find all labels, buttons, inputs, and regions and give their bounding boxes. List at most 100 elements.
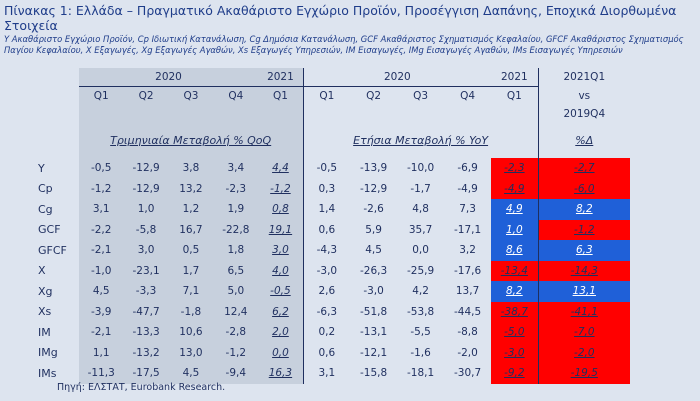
data-cell: 1,0 (491, 219, 539, 240)
yoy-section-label: Ετήσια Μεταβολή % YoY (302, 131, 539, 150)
data-cell: 16,3 (258, 363, 304, 384)
data-cell: -51,8 (360, 305, 388, 318)
data-cell: -2,1 (78, 322, 124, 343)
year-2020-yoy: 2020 (302, 68, 492, 87)
data-cell: 3,1 (78, 199, 124, 220)
quarter-header: Q3 (168, 86, 214, 105)
table-row: X -1,0 -23,1 1,7 6,5 4,0 -3,0 -26,3 -25,9 -17,6 -1… (4, 260, 630, 281)
data-cell: -2,0 (457, 346, 478, 359)
data-cell: -4,9 (457, 182, 478, 195)
data-cell: 4,4 (258, 158, 304, 179)
table-row: Cp -1,2 -12,9 13,2 -2,3 -1,2 0,3 -12,9 -1,7 -4,9-… (4, 178, 630, 199)
row-label: Cg (38, 202, 53, 216)
data-cell: -8,8 (457, 326, 478, 339)
delta-header-bottom: 2019Q4 (537, 105, 630, 123)
data-cell: 8,2 (491, 281, 539, 302)
data-cell: 1,4 (302, 199, 351, 220)
table-row: Cg 3,1 1,0 1,2 1,9 0,8 1,4 -2,6 4,8 7,3 4,9 8,2 (4, 199, 630, 220)
data-cell: -13,9 (360, 162, 388, 175)
data-cell: 16,7 (168, 219, 214, 240)
gdp-table: 2020 2021 2020 2021 2021Q1 Q1 Q2 Q3 Q4 Q… (4, 68, 630, 384)
table-row: Xg 4,5 -3,3 7,1 5,0 -0,5 2,6 -3,0 4,2 13,7 8,2 13,1 (4, 281, 630, 302)
quarter-header: Q1 (302, 86, 351, 105)
data-cell: 3,0 (258, 240, 304, 261)
data-cell: -1,2 (78, 178, 124, 199)
data-cell: -6,0 (537, 178, 630, 199)
data-cell: -44,5 (453, 305, 482, 318)
data-cell: -3,9 (78, 301, 124, 322)
data-cell: -2,3 (491, 158, 539, 179)
data-cell: 0,3 (302, 178, 351, 199)
data-cell: -12,9 (123, 158, 169, 179)
data-cell: -13,1 (360, 326, 388, 339)
data-cell: -22,8 (213, 219, 259, 240)
data-cell: 1,0 (123, 199, 169, 220)
data-cell: 0,0 (412, 244, 429, 257)
data-cell: 0,6 (302, 342, 351, 363)
data-cell: 6,5 (213, 260, 259, 281)
quarter-header: Q1 (78, 86, 124, 105)
data-cell: 4,9 (491, 199, 539, 220)
data-cell: 12,4 (213, 301, 259, 322)
data-cell: -15,8 (360, 367, 388, 380)
data-cell: -19,5 (537, 363, 630, 384)
data-cell: 13,7 (455, 285, 480, 298)
table-row: IMg 1,1 -13,2 13,0 -1,2 0,0 0,6 -12,1 -1,6 -2,0 -3… (4, 342, 630, 363)
data-cell: -25,9 (406, 264, 435, 277)
delta-header-top: 2021Q1 (537, 68, 630, 87)
data-cell: -17,6 (453, 264, 482, 277)
data-cell: 7,1 (168, 281, 214, 302)
data-cell: -41,1 (537, 301, 630, 322)
data-cell: -1,2 (213, 342, 259, 363)
data-cell: -12,9 (123, 178, 169, 199)
data-cell: -3,3 (123, 281, 169, 302)
quarter-header: Q2 (123, 86, 169, 105)
data-cell: 1,1 (78, 342, 124, 363)
data-cell: -9,4 (213, 363, 259, 384)
data-cell: 4,5 (168, 363, 214, 384)
data-cell: 2,0 (258, 322, 304, 343)
table-row: IMs -11,3 -17,5 4,5 -9,4 16,3 3,1 -15,8 -18,1 -30… (4, 363, 630, 384)
data-cell: -1,6 (410, 346, 431, 359)
data-cell: -3,0 (491, 342, 539, 363)
data-cell: 3,1 (302, 363, 351, 384)
data-cell: 0,5 (168, 240, 214, 261)
qoq-section-label: Τριμηνιαία Μεταβολή % QoQ (78, 131, 304, 150)
data-cell: 0,0 (258, 342, 304, 363)
data-cell: -13,3 (123, 322, 169, 343)
data-cell: -13,2 (123, 342, 169, 363)
row-label: GCF (38, 223, 61, 237)
data-cell: 0,8 (258, 199, 304, 220)
data-cell: -1,0 (78, 260, 124, 281)
data-cell: -2,7 (537, 158, 630, 179)
row-label: IM (38, 325, 51, 339)
data-cell: -3,0 (363, 285, 384, 298)
row-label: Y (38, 161, 45, 175)
data-cell: 35,7 (408, 223, 433, 236)
data-cell: 1,9 (213, 199, 259, 220)
data-cell: 0,2 (302, 322, 351, 343)
data-cell: 7,3 (459, 203, 476, 216)
data-cell: -38,7 (491, 301, 539, 322)
data-cell: -0,5 (258, 281, 304, 302)
data-cell: 2,6 (302, 281, 351, 302)
data-cell: -18,1 (406, 367, 435, 380)
data-cell: 1,8 (213, 240, 259, 261)
table-row: Y -0,5 -12,9 3,8 3,4 4,4 -0,5 -13,9 -10,0 -6,9 -2,… (4, 158, 630, 179)
data-cell: -17,5 (123, 363, 169, 384)
data-cell: -1,2 (537, 219, 630, 240)
quarter-header: Q2 (366, 90, 382, 102)
row-label: GFCF (38, 243, 67, 257)
data-cell: 4,5 (78, 281, 124, 302)
data-cell: 4,5 (365, 244, 382, 257)
data-cell: -1,8 (168, 301, 214, 322)
row-label: Xg (38, 284, 53, 298)
data-cell: -5,0 (491, 322, 539, 343)
data-cell: -7,0 (537, 322, 630, 343)
data-cell: -2,2 (78, 219, 124, 240)
table-row: IM -2,1 -13,3 10,6 -2,8 2,0 0,2 -13,1 -5,5 -8,8 -5… (4, 322, 630, 343)
data-cell: -13,4 (491, 260, 539, 281)
data-cell: -26,3 (360, 264, 388, 277)
data-cell: -10,0 (406, 162, 435, 175)
data-cell: -53,8 (406, 305, 435, 318)
